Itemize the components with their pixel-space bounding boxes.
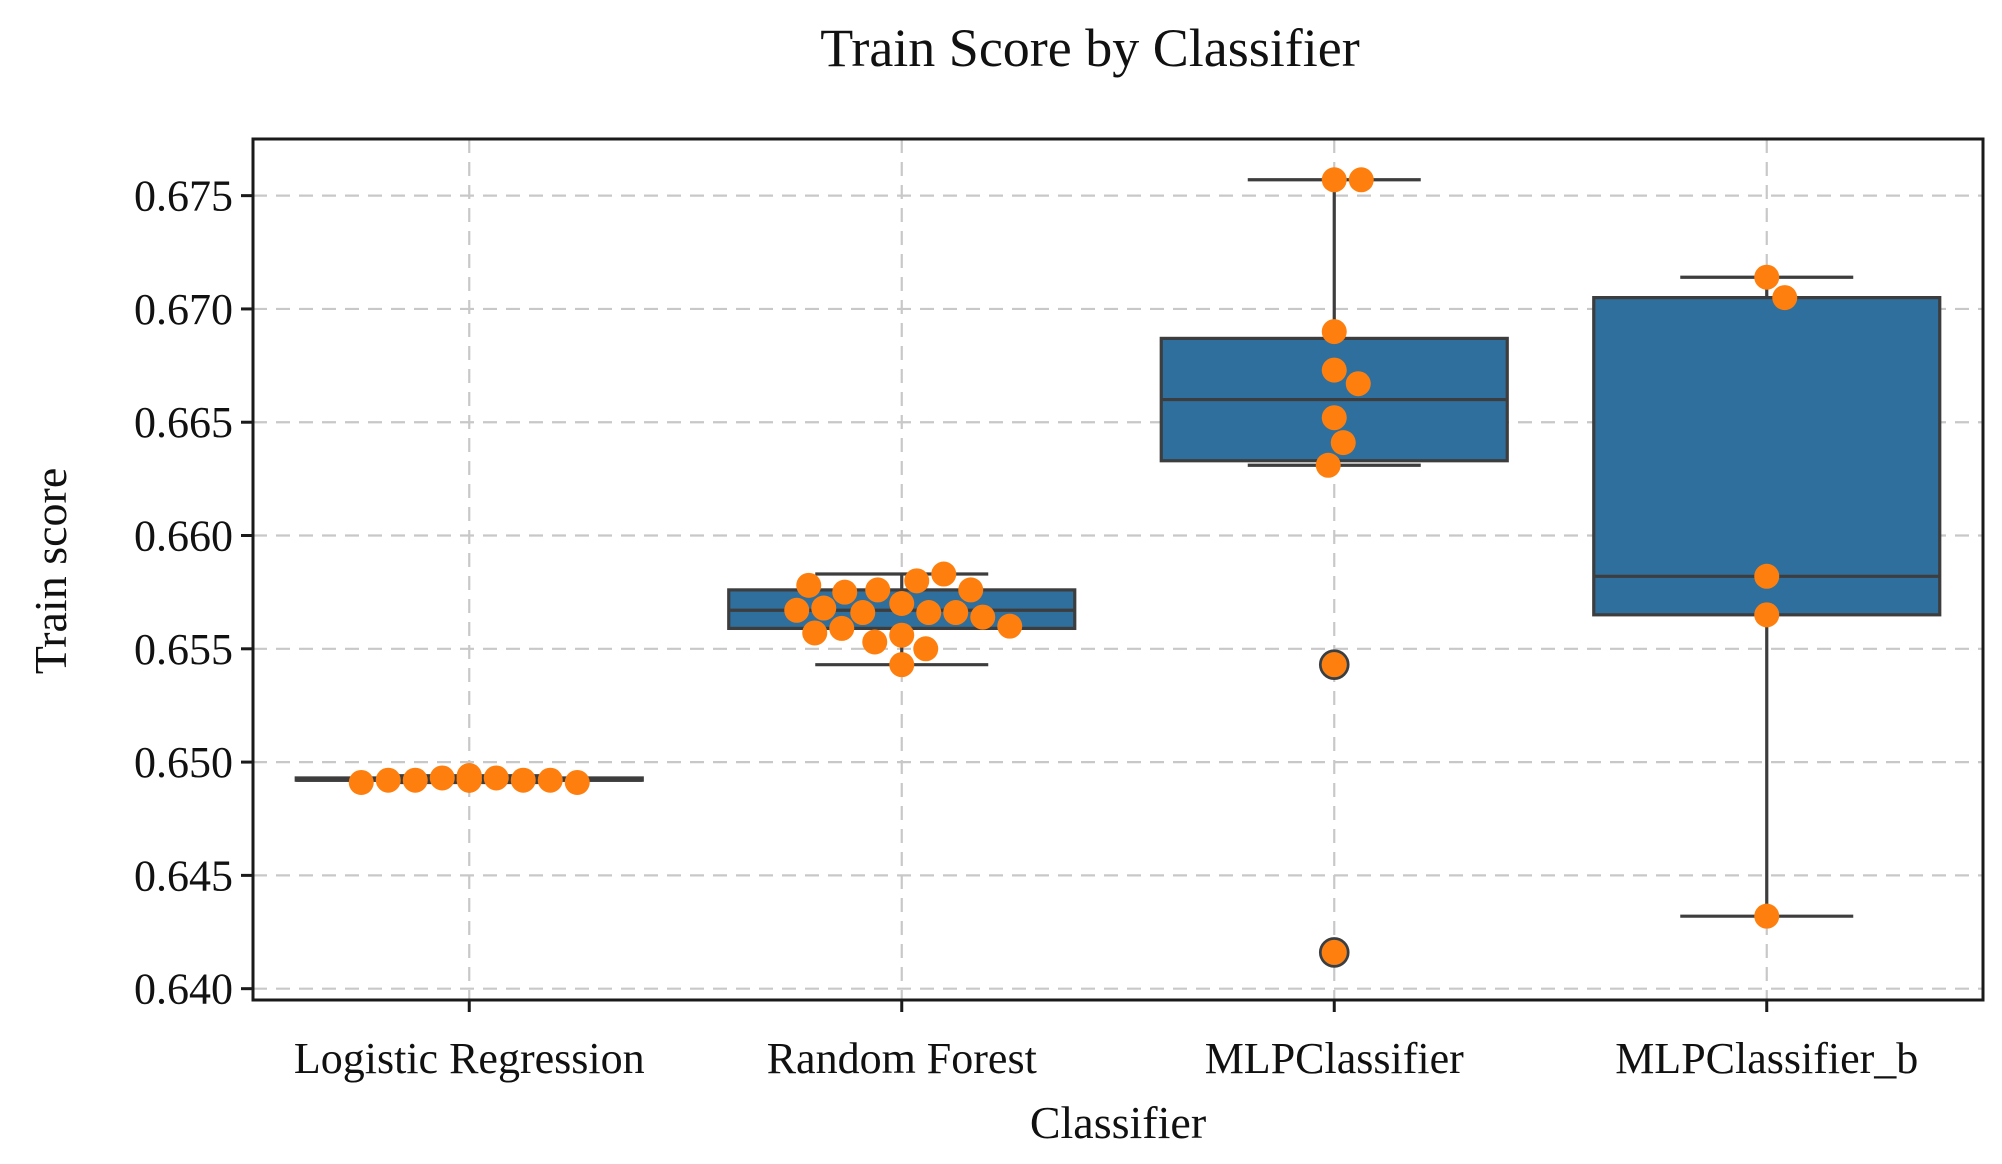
y-tick-label-2: 0.650: [134, 738, 233, 787]
y-tick-label-1: 0.645: [134, 851, 233, 900]
point-logistic-regression-1: [483, 765, 509, 791]
y-tick-label-6: 0.670: [134, 285, 233, 334]
point-random-forest-19: [784, 597, 810, 623]
point-mlpclassifier-b-4: [1754, 903, 1780, 929]
point-random-forest-7: [832, 579, 858, 605]
point-mlpclassifier-8: [1321, 652, 1347, 678]
point-random-forest-12: [970, 604, 996, 630]
point-random-forest-0: [889, 590, 915, 616]
point-mlpclassifier-b-3: [1754, 602, 1780, 628]
point-random-forest-13: [958, 577, 984, 603]
point-mlpclassifier-2: [1321, 319, 1347, 345]
chart-title: Train Score by Classifier: [820, 18, 1359, 78]
point-logistic-regression-14: [456, 763, 482, 789]
x-tick-label-random-forest: Random Forest: [767, 1034, 1037, 1083]
point-random-forest-5: [931, 561, 957, 587]
x-axis-label: Classifier: [1030, 1097, 1206, 1148]
box-body-mlpclassifier-b: [1592, 296, 1942, 617]
point-logistic-regression-8: [348, 769, 374, 795]
plot-frame: [251, 137, 1985, 1002]
x-tick-label-mlpclassifier-b: MLPClassifier_b: [1615, 1034, 1918, 1083]
point-random-forest-6: [889, 622, 915, 648]
point-random-forest-9: [913, 636, 939, 662]
point-random-forest-17: [796, 572, 822, 598]
box-mlpclassifier-b: [1592, 275, 1942, 918]
point-mlpclassifier-b-0: [1754, 264, 1780, 290]
x-tick-label-logistic-regression: Logistic Regression: [294, 1034, 645, 1083]
point-logistic-regression-2: [429, 765, 455, 791]
y-tick-label-3: 0.655: [134, 625, 233, 674]
point-mlpclassifier-5: [1321, 405, 1347, 431]
boxes: [294, 178, 1942, 968]
point-mlpclassifier-6: [1330, 430, 1356, 456]
point-logistic-regression-4: [402, 767, 428, 793]
point-logistic-regression-7: [564, 769, 590, 795]
point-logistic-regression-6: [375, 767, 401, 793]
point-random-forest-4: [850, 600, 876, 626]
box-random-forest: [727, 572, 1077, 667]
point-random-forest-3: [865, 577, 891, 603]
point-random-forest-15: [802, 620, 828, 646]
point-random-forest-2: [916, 600, 942, 626]
y-tick-label-7: 0.675: [134, 172, 233, 221]
point-mlpclassifier-9: [1321, 939, 1347, 965]
point-mlpclassifier-7: [1315, 452, 1341, 478]
box-mlpclassifier: [1159, 178, 1509, 968]
point-mlpclassifier-4: [1345, 371, 1371, 397]
y-axis: 0.640 0.645 0.650 0.655 0.660 0.665 0.670 0.675: [134, 172, 253, 1014]
point-mlpclassifier-3: [1321, 357, 1347, 383]
x-tick-label-mlpclassifier: MLPClassifier: [1205, 1034, 1464, 1083]
point-mlpclassifier-b-1: [1772, 285, 1798, 311]
point-random-forest-18: [997, 613, 1023, 639]
x-axis: Logistic Regression Random Forest MLPClass…: [294, 1000, 1918, 1083]
point-random-forest-16: [811, 595, 837, 621]
point-random-forest-10: [829, 615, 855, 641]
point-mlpclassifier-0: [1321, 167, 1347, 193]
y-axis-label: Train score: [25, 468, 76, 675]
point-logistic-regression-3: [510, 767, 536, 793]
y-tick-label-5: 0.665: [134, 398, 233, 447]
point-random-forest-8: [943, 600, 969, 626]
grid: [253, 139, 1983, 1000]
y-tick-label-4: 0.660: [134, 512, 233, 561]
point-mlpclassifier-b-2: [1754, 563, 1780, 589]
point-random-forest-14: [862, 629, 888, 655]
point-random-forest-1: [904, 568, 930, 594]
point-logistic-regression-5: [537, 767, 563, 793]
point-mlpclassifier-1: [1348, 167, 1374, 193]
points: [348, 167, 1798, 965]
y-tick-label-0: 0.640: [134, 965, 233, 1014]
point-random-forest-11: [889, 652, 915, 678]
